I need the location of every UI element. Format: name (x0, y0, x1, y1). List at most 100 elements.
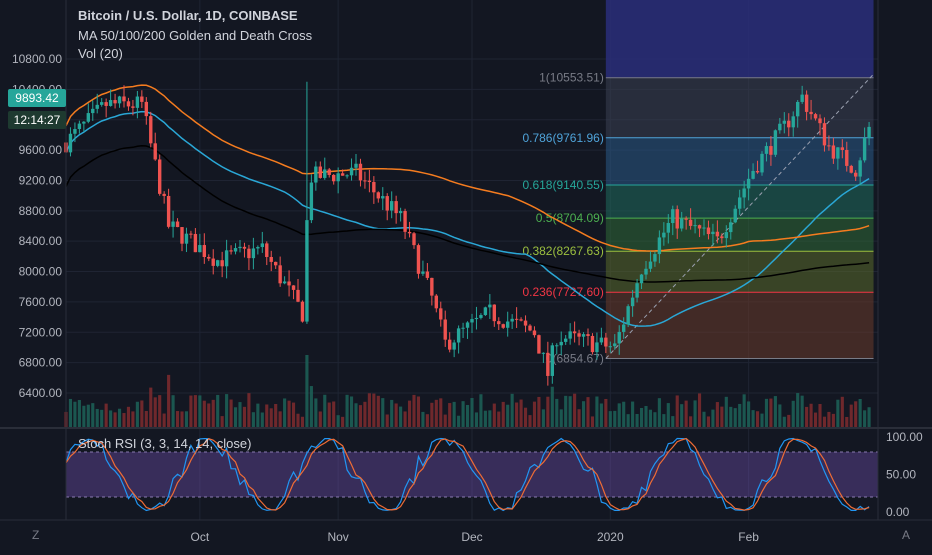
stoch-rsi-legend[interactable]: Stoch RSI (3, 3, 14, 14, close) (78, 436, 252, 451)
volume-bar (233, 407, 238, 427)
price-tick-label: 7200.00 (19, 325, 63, 339)
volume-bar (300, 416, 305, 427)
candle-body (733, 208, 737, 223)
candle-body (746, 178, 751, 189)
candle-body (336, 173, 340, 182)
candle-body (550, 345, 555, 376)
volume-bar (144, 410, 148, 427)
candle-body (465, 322, 470, 328)
volume-bar (715, 402, 719, 427)
candle-body (604, 337, 608, 347)
volume-bar (162, 413, 166, 427)
candle-body (211, 258, 215, 266)
volume-bar (309, 386, 313, 427)
candle-body (760, 153, 764, 173)
candle-body (149, 116, 153, 144)
volume-bar (778, 404, 782, 427)
volume-legend[interactable]: Vol (20) (78, 46, 123, 61)
auto-scale-button[interactable]: A (902, 528, 911, 542)
volume-bar (796, 393, 800, 427)
candle-body (407, 231, 412, 234)
volume-bar (813, 412, 818, 427)
volume-bar (376, 395, 380, 427)
candle-body (675, 209, 679, 229)
candle-body (795, 101, 800, 117)
candle-body (595, 342, 599, 353)
volume-bar (506, 404, 510, 427)
candle-body (778, 123, 782, 131)
volume-bar (675, 395, 679, 427)
volume-bars (64, 355, 871, 427)
volume-bar (702, 411, 706, 427)
candle-body (849, 165, 853, 173)
candle-body (804, 94, 809, 112)
volume-bar (599, 403, 603, 427)
volume-bar (131, 411, 135, 427)
candle-body (412, 233, 416, 246)
volume-bar (720, 406, 724, 427)
volume-bar (202, 400, 206, 427)
volume-bar (403, 411, 407, 427)
candle-body (99, 102, 104, 105)
candle-body (340, 173, 345, 176)
candle-body (91, 108, 95, 114)
volume-bar (394, 403, 398, 427)
candle-body (287, 281, 291, 286)
candle-body (175, 221, 180, 228)
candle-body (314, 166, 318, 183)
price-tick-label: 9600.00 (19, 143, 63, 157)
candle-body (787, 120, 791, 128)
fib-level-label: 0.382(8267.63) (522, 244, 603, 258)
candle-body (104, 102, 108, 106)
volume-bar (140, 400, 144, 427)
countdown-badge: 12:14:27 (8, 111, 66, 129)
candle-body (862, 137, 867, 161)
volume-bar (729, 406, 733, 427)
volume-bar (287, 400, 291, 427)
candle-body (207, 256, 211, 259)
candle-body (456, 328, 461, 343)
candle-body (452, 342, 456, 350)
volume-bar (91, 403, 95, 427)
candle-body (840, 147, 845, 150)
volume-bar (421, 411, 425, 427)
volume-bar (800, 395, 804, 427)
candle-body (711, 231, 715, 235)
volume-bar (769, 398, 773, 427)
volume-bar (332, 401, 336, 427)
time-tick-label: 2020 (597, 530, 624, 544)
candle-body (171, 221, 175, 227)
price-tick-label: 7600.00 (19, 295, 63, 309)
volume-bar (407, 400, 412, 427)
volume-bar (336, 415, 340, 427)
ma-legend[interactable]: MA 50/100/200 Golden and Death Cross (78, 28, 313, 43)
candle-body (157, 159, 162, 194)
volume-bar (117, 408, 122, 427)
candle-body (166, 195, 171, 227)
volume-bar (568, 396, 572, 427)
candle-body (800, 94, 804, 102)
candle-body (822, 123, 827, 146)
volume-bar (497, 411, 501, 427)
candle-body (644, 268, 648, 275)
scale-z-button[interactable]: Z (32, 528, 40, 542)
candle-body (367, 180, 372, 183)
candle-body (242, 246, 247, 249)
candle-body (238, 246, 242, 249)
candle-body (523, 320, 528, 326)
candle-body (421, 271, 425, 274)
candle-body (425, 271, 430, 278)
candle-body (706, 227, 711, 235)
candle-body (153, 143, 157, 160)
candle-body (737, 197, 742, 209)
volume-bar (193, 395, 197, 427)
candle-body (586, 334, 590, 336)
volume-bar (617, 403, 621, 427)
volume-bar (274, 403, 278, 427)
candle-body (621, 324, 626, 332)
volume-bar (510, 393, 514, 427)
candle-body (568, 331, 572, 339)
candle-body (755, 170, 760, 173)
